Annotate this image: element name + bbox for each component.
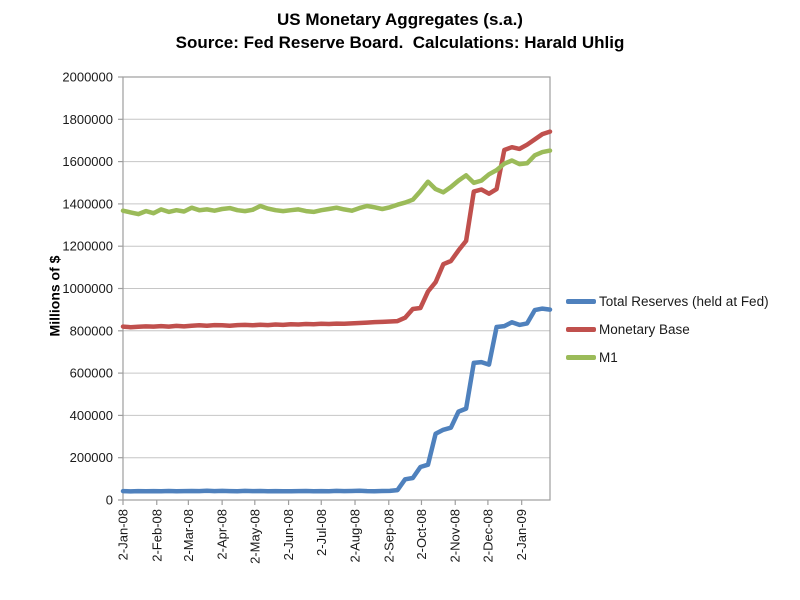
x-tick-label: 2-Feb-08 bbox=[149, 509, 164, 562]
chart-title: US Monetary Aggregates (s.a.) bbox=[277, 10, 523, 29]
y-tick-label: 1000000 bbox=[62, 281, 113, 296]
total-reserves-line bbox=[120, 306, 553, 494]
x-tick-label: 2-Nov-08 bbox=[448, 509, 463, 562]
legend-entry-monetary-base: Monetary Base bbox=[566, 322, 769, 337]
x-tick-label: 2-May-08 bbox=[247, 509, 262, 564]
legend-label-m1: M1 bbox=[599, 350, 618, 365]
x-tick-label: 2-Oct-08 bbox=[414, 509, 429, 560]
monetary-base-line-swatch-icon bbox=[566, 327, 596, 332]
y-tick-label: 1400000 bbox=[62, 196, 113, 211]
y-tick-label: 1800000 bbox=[62, 112, 113, 127]
x-tick-label: 2-Aug-08 bbox=[348, 509, 363, 562]
y-tick-label: 800000 bbox=[70, 323, 113, 338]
m1-line bbox=[120, 148, 553, 217]
y-tick-label: 400000 bbox=[70, 408, 113, 423]
x-tick-label: 2-Jun-08 bbox=[281, 509, 296, 560]
y-tick-label: 600000 bbox=[70, 366, 113, 381]
x-tick-label: 2-Dec-08 bbox=[480, 509, 495, 562]
x-tick-label: 2-Jul-08 bbox=[314, 509, 329, 556]
x-tick-label: 2-Jan-09 bbox=[514, 509, 529, 560]
legend-entry-m1: M1 bbox=[566, 350, 769, 365]
y-tick-label: 1200000 bbox=[62, 239, 113, 254]
monetary-base-line bbox=[120, 129, 553, 330]
y-tick-label: 200000 bbox=[70, 450, 113, 465]
legend-label-monetary-base: Monetary Base bbox=[599, 322, 690, 337]
m1-line-swatch-icon bbox=[566, 355, 596, 360]
y-tick-label: 1600000 bbox=[62, 154, 113, 169]
y-tick-label: 0 bbox=[106, 493, 113, 508]
x-tick-label: 2-Apr-08 bbox=[215, 509, 230, 560]
legend-label-total-reserves: Total Reserves (held at Fed) bbox=[599, 294, 769, 309]
x-tick-label: 2-Sep-08 bbox=[381, 509, 396, 562]
chart-subtitle: Source: Fed Reserve Board. Calculations:… bbox=[175, 33, 625, 52]
x-tick-label: 2-Jan-08 bbox=[116, 509, 131, 560]
legend-entry-total-reserves: Total Reserves (held at Fed) bbox=[566, 294, 769, 309]
total-reserves-line-swatch-icon bbox=[566, 299, 596, 304]
legend: Total Reserves (held at Fed) Monetary Ba… bbox=[566, 294, 769, 365]
y-tick-label: 2000000 bbox=[62, 70, 113, 85]
chart-title-block: US Monetary Aggregates (s.a.) Source: Fe… bbox=[0, 8, 800, 54]
x-tick-label: 2-Mar-08 bbox=[181, 509, 196, 562]
